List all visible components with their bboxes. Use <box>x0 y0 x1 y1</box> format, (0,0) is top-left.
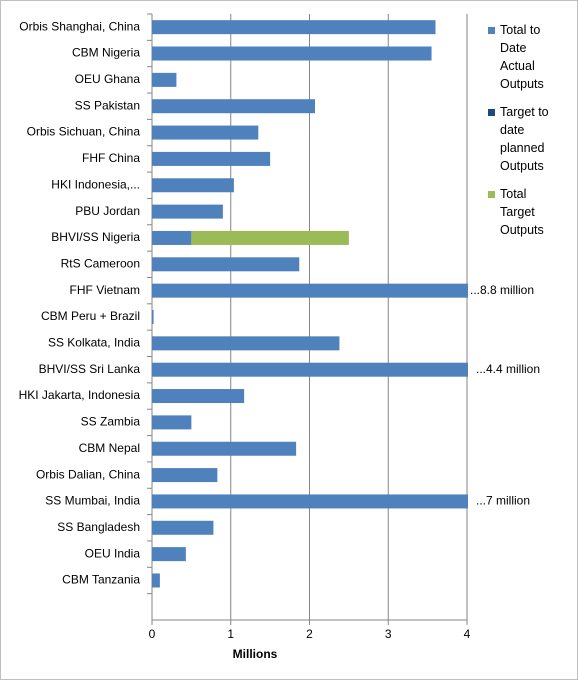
y-tick-label: OEU Ghana <box>75 72 141 86</box>
legend-swatch <box>488 27 495 34</box>
bar <box>152 283 468 298</box>
y-tick-label: Orbis Shanghai, China <box>19 19 140 33</box>
y-tick-label: HKI Indonesia,... <box>51 177 140 191</box>
y-tick-label: FHF China <box>82 151 140 165</box>
y-tick-label: SS Pakistan <box>75 98 140 112</box>
bar <box>152 257 300 272</box>
bar <box>152 336 340 351</box>
y-tick-label: FHF Vietnam <box>70 283 140 297</box>
legend-swatch <box>488 191 495 198</box>
x-tick-label: 3 <box>385 627 392 641</box>
y-tick-label: OEU India <box>85 546 141 560</box>
annotation: ...4.4 million <box>476 362 540 376</box>
bar <box>152 230 192 245</box>
bar <box>152 389 245 404</box>
y-tick-label: SS Kolkata, India <box>48 336 140 350</box>
y-tick-label: RtS Cameroon <box>61 256 140 270</box>
legend-label: Total Target Outputs <box>500 187 544 237</box>
y-tick-label: SS Zambia <box>81 415 141 429</box>
annotation: ...7 million <box>476 494 530 508</box>
bar <box>152 494 468 509</box>
y-tick-label: CBM Nigeria <box>72 46 140 60</box>
bar <box>152 20 436 35</box>
bar <box>152 441 297 456</box>
bar <box>152 415 192 430</box>
bar <box>152 573 160 588</box>
bar <box>152 46 432 61</box>
legend-label: Total to Date Actual Outputs <box>500 23 544 91</box>
y-tick-label: CBM Nepal <box>79 441 140 455</box>
bar <box>152 151 271 166</box>
x-axis-title: Millions <box>233 647 278 661</box>
legend-swatch <box>488 109 495 116</box>
y-tick-label: Orbis Dalian, China <box>36 467 140 481</box>
bar <box>152 178 234 193</box>
legend-label: Target to date planned Outputs <box>500 105 549 173</box>
x-tick-label: 1 <box>227 627 234 641</box>
x-tick-label: 0 <box>149 627 156 641</box>
bar <box>152 204 223 219</box>
annotation: ...8.8 million <box>470 283 534 297</box>
bars <box>152 20 468 588</box>
bar <box>152 72 177 87</box>
y-tick-label: HKI Jakarta, Indonesia <box>19 388 141 402</box>
y-tick-label: BHVI/SS Sri Lanka <box>39 362 141 376</box>
bar <box>152 310 154 324</box>
y-tick-label: CBM Peru + Brazil <box>41 309 140 323</box>
y-tick-label: Orbis Sichuan, China <box>27 125 141 139</box>
bar <box>191 230 349 245</box>
x-tick-label: 2 <box>306 627 313 641</box>
x-tick-label: 4 <box>464 627 471 641</box>
bar <box>152 362 468 377</box>
bar <box>152 99 316 114</box>
y-tick-label: BHVI/SS Nigeria <box>51 230 140 244</box>
y-tick-label: PBU Jordan <box>75 204 140 218</box>
y-tick-label: CBM Tanzania <box>62 573 140 587</box>
bar <box>152 520 214 535</box>
bar <box>152 125 259 140</box>
y-tick-label: SS Bangladesh <box>57 520 140 534</box>
bar <box>152 468 218 483</box>
y-tick-label: SS Mumbai, India <box>45 494 140 508</box>
bar <box>152 547 186 562</box>
